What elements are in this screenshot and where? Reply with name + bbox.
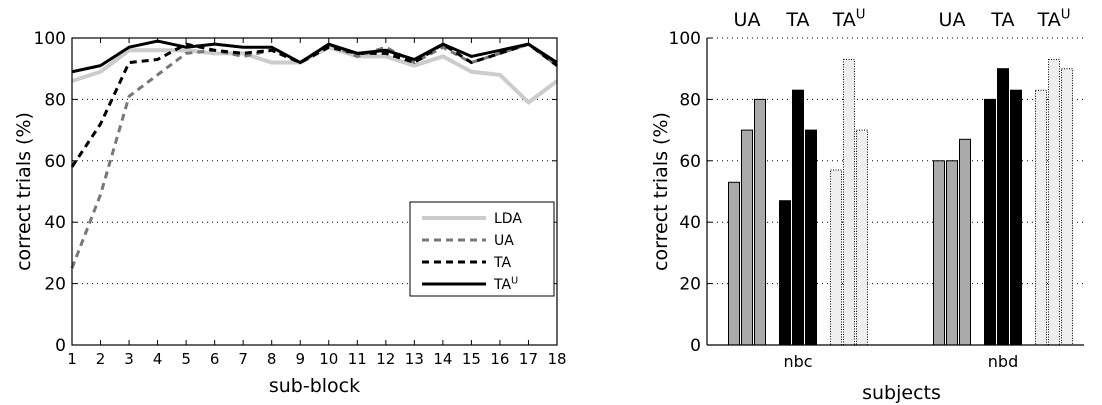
series-line-tau xyxy=(71,39,558,74)
bar-tau-nbc xyxy=(830,169,842,346)
x-tick-label: 3 xyxy=(124,350,134,368)
group-label-ta: TA xyxy=(990,9,1014,31)
bar-tau-nbd xyxy=(1061,68,1073,346)
y-tick-label: 60 xyxy=(679,152,701,172)
group-label-ua: UA xyxy=(734,9,761,31)
x-axis-label: subjects xyxy=(862,382,941,404)
bar-tau-nbc xyxy=(856,129,868,346)
bar-ua-nbc xyxy=(728,181,740,346)
y-axis-label: correct trials (%) xyxy=(13,112,35,271)
x-tick-label: 2 xyxy=(96,350,106,368)
bar-tau-nbd xyxy=(1048,58,1060,346)
y-tick-label: 80 xyxy=(44,90,66,110)
legend-label: TA xyxy=(493,255,511,271)
x-tick-label: 7 xyxy=(238,350,248,368)
x-tick-label: 1 xyxy=(67,350,77,368)
legend-label: UA xyxy=(494,233,514,249)
legend: LDA UA TA TAU xyxy=(409,201,555,297)
x-tick-label: 14 xyxy=(433,350,452,368)
x-tick-label: 4 xyxy=(153,350,163,368)
legend-label: LDA xyxy=(494,211,522,227)
y-tick-label: 0 xyxy=(690,336,701,356)
y-tick-label: 0 xyxy=(55,336,66,356)
x-tick-label: 10 xyxy=(319,350,338,368)
bar-chart: 0 20 40 60 80 100 nbc UA TA TAU nbd UA TA TAU subjects… xyxy=(650,7,1084,404)
group-label-ua: UA xyxy=(939,9,966,31)
y-tick-label: 100 xyxy=(669,29,701,49)
bar-ta-nbc xyxy=(792,89,804,346)
y-tick-label: 20 xyxy=(44,275,66,295)
x-tick-label: 6 xyxy=(210,350,220,368)
series-line-ta xyxy=(70,42,558,168)
y-tick-label: 40 xyxy=(44,213,66,233)
bar-ua-nbd xyxy=(946,160,958,346)
group-label-ta: TA xyxy=(785,9,809,31)
x-tick-label: 5 xyxy=(181,350,191,368)
x-tick-label: nbc xyxy=(783,352,812,371)
bar-tau-nbd xyxy=(1035,89,1047,346)
bar-ua-nbd xyxy=(959,138,971,346)
legend-label: TAU xyxy=(493,275,518,293)
bar-ua-nbc xyxy=(741,129,753,346)
x-tick-label: 17 xyxy=(519,350,538,368)
x-tick-label: 12 xyxy=(376,350,395,368)
y-tick-label: 40 xyxy=(679,213,701,233)
bar-tau-nbc xyxy=(843,58,855,346)
x-tick-label: 9 xyxy=(295,350,305,368)
y-tick-label: 60 xyxy=(44,152,66,172)
x-tick-label: 15 xyxy=(462,350,481,368)
x-axis-label: sub-block xyxy=(269,375,360,397)
x-tick-label: 11 xyxy=(348,350,367,368)
x-tick-label: 13 xyxy=(405,350,424,368)
y-tick-label: 100 xyxy=(34,29,66,49)
y-tick-label: 80 xyxy=(679,90,701,110)
bar-ta-nbc xyxy=(805,129,817,346)
plot-frame xyxy=(71,37,558,346)
x-tick-label: 16 xyxy=(490,350,509,368)
bar-ta-nbc xyxy=(779,200,791,346)
x-tick-label: 8 xyxy=(267,350,277,368)
bar-ta-nbd xyxy=(984,98,996,346)
group-label-tau: TAU xyxy=(832,7,866,31)
x-tick-label: nbd xyxy=(988,352,1018,371)
bar-ta-nbd xyxy=(997,68,1009,346)
x-tick-label: 18 xyxy=(547,350,566,368)
y-axis-label: correct trials (%) xyxy=(650,112,672,271)
y-tick-label: 20 xyxy=(679,275,701,295)
bar-ua-nbc xyxy=(754,98,766,346)
bar-ua-nbd xyxy=(933,160,945,346)
group-label-tau: TAU xyxy=(1037,7,1071,31)
bar-ta-nbd xyxy=(1010,89,1022,346)
